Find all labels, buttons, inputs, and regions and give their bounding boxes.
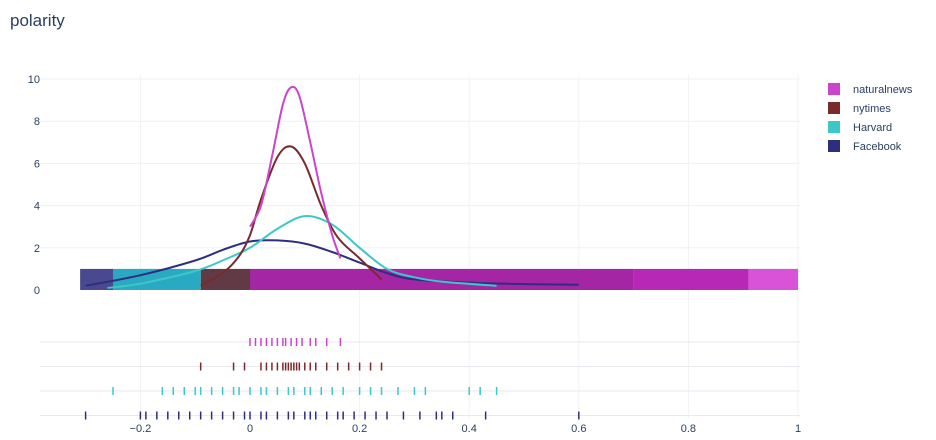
kde-curve-harvard <box>107 215 497 289</box>
legend-label-facebook[interactable]: Facebook <box>853 141 902 153</box>
kde-curves <box>85 85 579 289</box>
y-tick-label: 2 <box>34 243 40 255</box>
grid <box>40 75 800 418</box>
histogram-band <box>748 268 798 290</box>
legend[interactable]: naturalnews nytimes Harvard Facebook <box>828 83 913 153</box>
legend-swatch[interactable] <box>828 140 840 152</box>
chart-title: polarity <box>10 11 65 30</box>
x-axis-ticks: −0.2 0 0.2 0.4 0.6 0.8 1 <box>130 423 802 435</box>
legend-label-nytimes[interactable]: nytimes <box>853 103 891 115</box>
y-tick-label: 10 <box>28 74 40 86</box>
x-tick-label: 0.4 <box>462 423 477 435</box>
y-tick-label: 4 <box>34 201 40 213</box>
x-tick-label: 0.8 <box>681 423 696 435</box>
y-tick-label: 8 <box>34 116 40 128</box>
legend-swatch[interactable] <box>828 83 840 95</box>
x-tick-label: −0.2 <box>130 423 152 435</box>
rug-plots <box>40 338 800 420</box>
x-tick-label: 0.2 <box>352 423 367 435</box>
x-tick-label: 1 <box>795 423 801 435</box>
histogram-band <box>250 268 634 290</box>
legend-swatch[interactable] <box>828 121 840 133</box>
y-tick-label: 6 <box>34 158 40 170</box>
histogram-band-nytimes <box>200 268 250 290</box>
histogram-band <box>633 268 749 290</box>
kde-curve-facebook <box>85 239 579 287</box>
y-axis-ticks: 0 2 4 6 8 10 <box>28 74 40 297</box>
kde-curve-nytimes <box>200 145 383 287</box>
x-tick-label: 0 <box>247 423 253 435</box>
legend-swatch[interactable] <box>828 102 840 114</box>
y-tick-label: 0 <box>34 285 40 297</box>
legend-label-harvard[interactable]: Harvard <box>853 122 892 134</box>
legend-label-naturalnews[interactable]: naturalnews <box>853 84 913 96</box>
kde-curve-naturalnews <box>249 85 342 259</box>
x-tick-label: 0.6 <box>571 423 586 435</box>
